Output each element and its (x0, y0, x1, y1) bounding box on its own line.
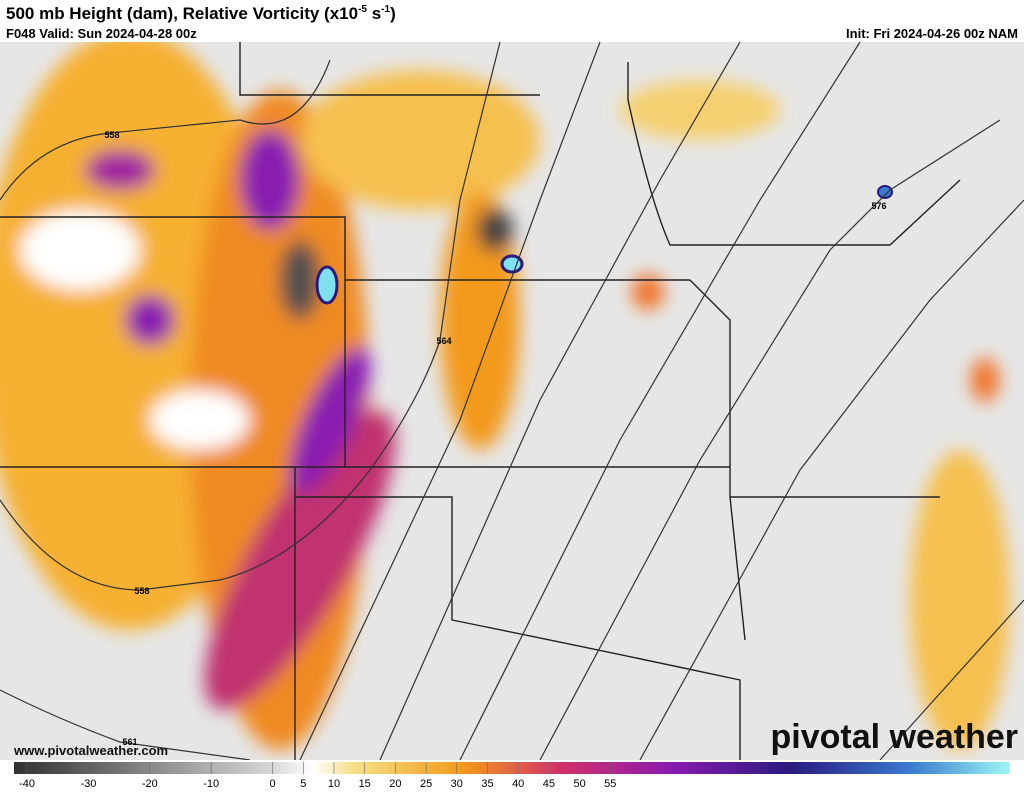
contour-label: 558 (104, 130, 119, 140)
map (0, 42, 1024, 760)
colorbar-label: 45 (543, 778, 555, 790)
contour-labels: 558 564 576 558 561 (104, 130, 886, 747)
colorbar-label: 30 (451, 778, 463, 790)
colorbar-label: 55 (604, 778, 616, 790)
colorbar-label: -30 (80, 778, 96, 790)
colorbar (14, 762, 1010, 774)
contour-label: 558 (134, 586, 149, 596)
colorbar-label: -10 (203, 778, 219, 790)
colorbar-label: 15 (359, 778, 371, 790)
url: www.pivotalweather.com (13, 743, 168, 758)
colorbar-label: -40 (19, 778, 35, 790)
colorbar-label: 0 (270, 778, 276, 790)
colorbar-label: 35 (481, 778, 493, 790)
valid-time: F048 Valid: Sun 2024-04-28 00z (6, 26, 197, 41)
contour-label: 576 (871, 201, 886, 211)
colorbar-label: 20 (389, 778, 401, 790)
contour-label: 561 (122, 737, 137, 747)
contour-label: 564 (436, 336, 451, 346)
colorbar-label: 40 (512, 778, 524, 790)
colorbar-label: 25 (420, 778, 432, 790)
colorbar-label: -20 (142, 778, 158, 790)
title: 500 mb Height (dam), Relative Vorticity … (6, 4, 396, 23)
init-time: Init: Fri 2024-04-26 00z NAM (846, 26, 1018, 41)
colorbar-label: 5 (300, 778, 306, 790)
colorbar-label: 50 (573, 778, 585, 790)
colorbar-label: 10 (328, 778, 340, 790)
watermark: pivotal weather (770, 718, 1018, 756)
colorbar-ticks: -40 -30 -20 -10 0 5 10 15 20 25 30 35 40 45 50 55 (19, 762, 616, 790)
